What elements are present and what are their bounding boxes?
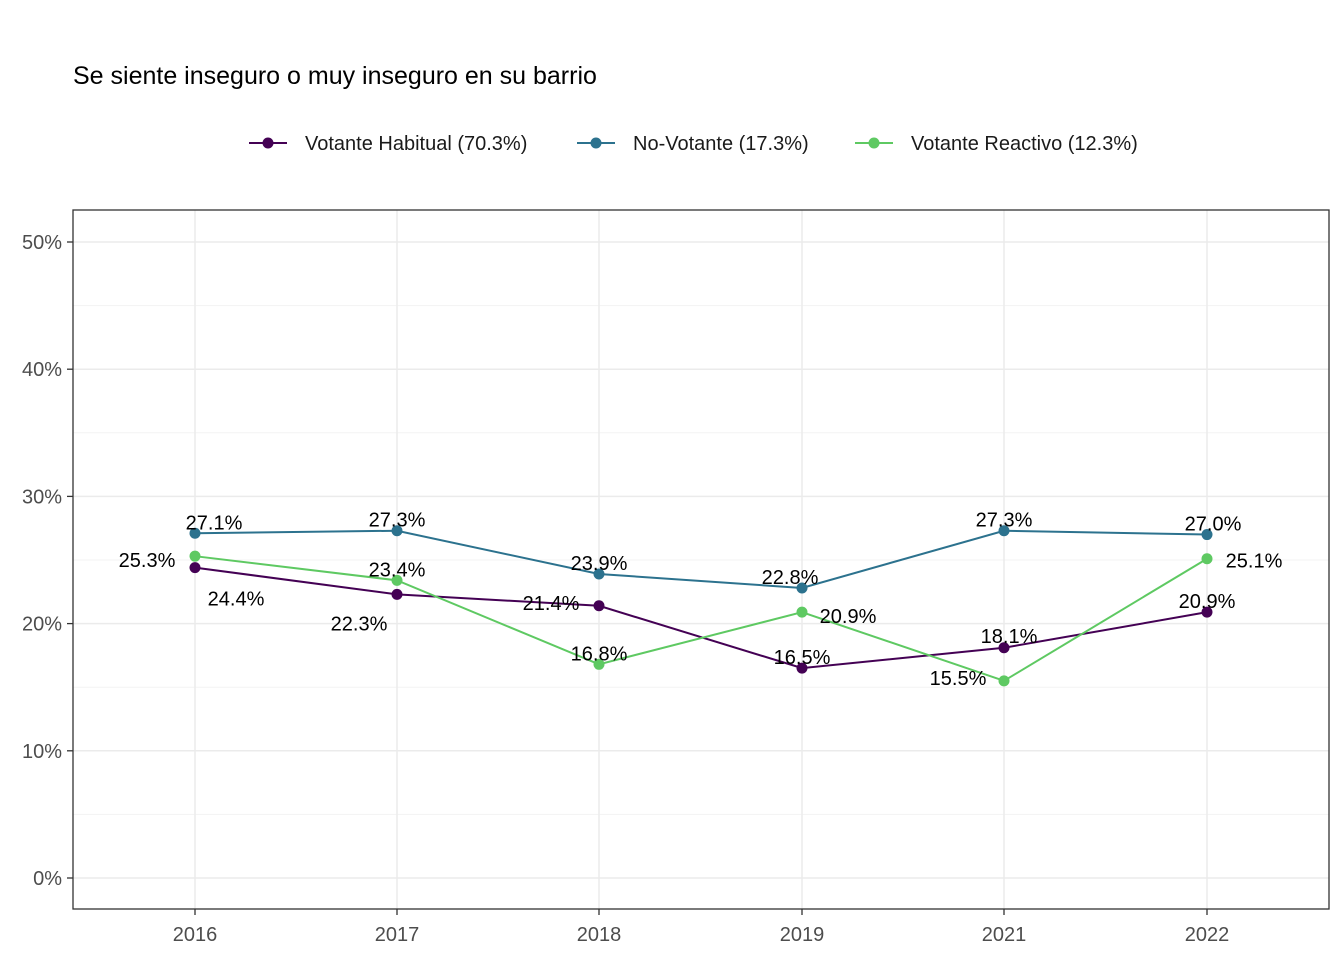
chart-title: Se siente inseguro o muy inseguro en su … [73,62,597,90]
data-point [391,574,403,586]
data-label: 24.4% [208,589,265,611]
data-label: 27.3% [369,510,426,532]
data-label: 18.1% [981,626,1038,648]
data-label: 23.9% [571,553,628,575]
grid [73,210,1329,909]
legend-item: No-Votante (17.3%) [577,133,809,155]
data-point [998,525,1010,537]
series-layer [189,525,1213,687]
data-point [189,527,201,539]
data-label: 22.8% [762,567,819,589]
series-line [194,529,1208,589]
data-point [593,600,605,612]
x-tick-label: 2021 [982,924,1027,946]
data-point [391,525,403,537]
data-point [1201,553,1213,565]
series-2 [189,525,1213,594]
y-tick-label: 20% [22,614,62,636]
series-1 [189,562,1213,674]
data-point [189,550,201,562]
y-tick-label: 40% [22,359,62,381]
legend-key-point [590,137,602,149]
data-point [796,582,808,594]
series-line [194,566,1208,670]
data-labels: 24.4% 22.3% 21.4% 16.5% 18.1% 20.9% 27.1% 27.3%… [119,510,1283,690]
data-label: 27.3% [976,510,1033,532]
y-tick-label: 30% [22,486,62,508]
data-point [1201,529,1213,541]
y-tick-label: 50% [22,232,62,254]
x-tick-label: 2016 [173,924,218,946]
data-label: 20.9% [820,606,877,628]
axes: 0% 10% 20% 30% 40% 50% 2016 2017 2018 2019 2021 202… [22,232,1229,946]
data-point [1201,606,1213,618]
data-point [391,588,403,600]
data-label: 16.5% [774,647,831,669]
x-tick-label: 2018 [577,924,622,946]
data-point [998,642,1010,654]
legend-label: Votante Reactivo (12.3%) [911,133,1138,155]
legend-item: Votante Habitual (70.3%) [249,133,527,155]
plot-panel [72,209,1330,910]
data-label: 22.3% [331,613,388,635]
legend: Votante Habitual (70.3%) No-Votante (17.3… [249,133,1138,155]
y-tick-label: 0% [33,868,62,890]
data-label: 23.4% [369,559,426,581]
data-point [593,568,605,580]
data-label: 21.4% [523,593,580,615]
data-label: 27.1% [186,512,243,534]
data-label: 16.8% [571,643,628,665]
data-label: 27.0% [1185,514,1242,536]
y-tick-label: 10% [22,741,62,763]
legend-key-point [868,137,880,149]
data-label: 25.1% [1226,551,1283,573]
data-point [998,675,1010,687]
data-point [796,662,808,674]
legend-item: Votante Reactivo (12.3%) [855,133,1138,155]
x-tick-label: 2017 [375,924,420,946]
data-label: 15.5% [930,668,987,690]
series-line [194,555,1208,682]
x-tick-label: 2019 [780,924,825,946]
data-label: 25.3% [119,550,176,572]
legend-label: Votante Habitual (70.3%) [305,133,527,155]
legend-key-point [262,137,274,149]
x-tick-label: 2022 [1185,924,1230,946]
legend-label: No-Votante (17.3%) [633,133,809,155]
data-point [593,658,605,670]
data-point [189,562,201,574]
data-point [796,606,808,618]
series-3 [189,550,1213,687]
data-label: 20.9% [1179,591,1236,613]
